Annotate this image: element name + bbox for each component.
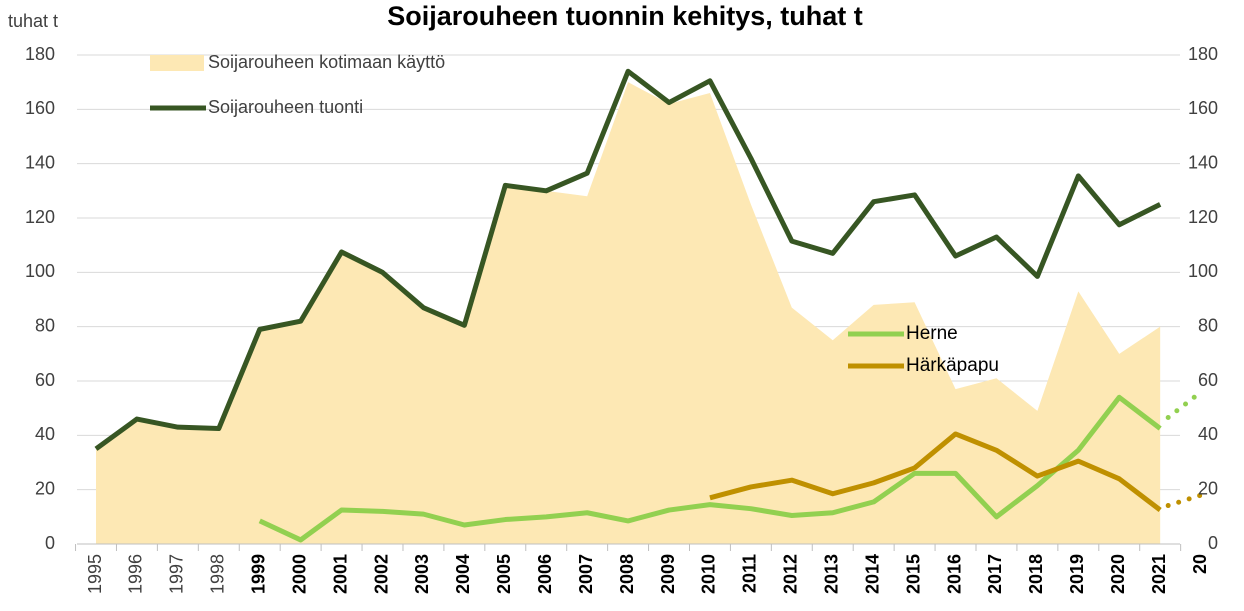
x-tick-label: 2006: [535, 554, 555, 594]
y-tick-label: 140: [25, 152, 55, 172]
legend-label: Härkäpapu: [906, 355, 999, 376]
x-tick-label: 1998: [208, 554, 228, 594]
dotted-line: [1165, 389, 1204, 421]
y-tick-label: 60: [35, 370, 55, 390]
x-tick-label: 2015: [903, 554, 923, 594]
y2-tick-label: 100: [1188, 261, 1218, 281]
x-tick-label: 2001: [330, 554, 350, 594]
line: [94, 68, 1162, 451]
y2-tick-label: 180: [1188, 44, 1218, 64]
y2-tick-label: 60: [1198, 370, 1218, 390]
y2-tick-label: 140: [1188, 152, 1218, 172]
y-tick-label: 20: [35, 478, 55, 498]
x-tick-label: 2002: [371, 554, 391, 594]
x-tick-label: 2004: [453, 554, 473, 594]
y2-tick-label: 40: [1198, 424, 1218, 444]
x-tick-label: 2020: [1108, 554, 1128, 594]
x-tick-label: 2012: [781, 554, 801, 594]
y2-tick-label: 160: [1188, 98, 1218, 118]
marks: [94, 68, 1204, 545]
chart-title: Soijarouheen tuonnin kehitys, tuhat t: [387, 1, 863, 31]
y2-tick-label: 120: [1188, 207, 1218, 227]
legend: Soijarouheen kotimaan käyttö Soijarouheen…: [150, 52, 999, 376]
dotted-line: [1165, 492, 1204, 509]
legend-label: Soijarouheen kotimaan käyttö: [208, 52, 445, 72]
y-tick-label: 100: [25, 261, 55, 281]
y2-tick-label: 20: [1198, 478, 1218, 498]
y-tick-label: 80: [35, 315, 55, 335]
x-tick-label: 2008: [617, 554, 637, 594]
x-tick-label: 2016: [944, 554, 964, 594]
legend-label: Herne: [906, 323, 958, 344]
x-tick-label: 2021: [1149, 554, 1169, 594]
x-tick-label: 2019: [1067, 554, 1087, 594]
x-tick-label: 2000: [289, 554, 309, 594]
area: [96, 82, 1161, 545]
x-tick-label: 1995: [85, 554, 105, 594]
x-tick-label: 2005: [494, 554, 514, 594]
y-axis-label: tuhat t: [8, 11, 58, 31]
y-tick-label: 180: [25, 44, 55, 64]
x-tick-label: 20: [1190, 554, 1210, 574]
x-tick-label: 2014: [862, 554, 882, 594]
x-tick-label: 1996: [126, 554, 146, 594]
x-tick-label: 2011: [740, 554, 760, 593]
x-tick-label: 2013: [821, 554, 841, 594]
line: [709, 431, 1162, 513]
x-tick-label: 2010: [699, 554, 719, 594]
x-tick-label: 2018: [1026, 554, 1046, 594]
x-tick-label: 2009: [658, 554, 678, 594]
x-tick-label: 1999: [248, 554, 268, 594]
y2-tick-label: 80: [1198, 315, 1218, 335]
y-tick-label: 40: [35, 424, 55, 444]
y-tick-label: 120: [25, 207, 55, 227]
x-tick-label: 2007: [576, 554, 596, 594]
y2-tick-label: 0: [1208, 533, 1218, 553]
y-tick-label: 160: [25, 98, 55, 118]
y-tick-label: 0: [45, 533, 55, 553]
legend-swatch: [150, 55, 204, 71]
x-tick-label: 2003: [412, 554, 432, 594]
axes: 0204060801001201401601800204060801001201…: [25, 44, 1218, 594]
line: [258, 394, 1162, 543]
legend-label: Soijarouheen tuonti: [208, 97, 363, 117]
x-tick-label: 1997: [167, 554, 187, 594]
x-tick-label: 2017: [985, 554, 1005, 594]
